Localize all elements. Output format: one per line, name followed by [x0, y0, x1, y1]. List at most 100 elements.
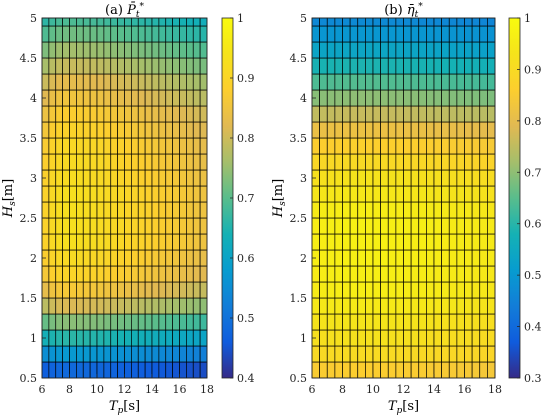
- heatmap-cell: [69, 17, 77, 27]
- heatmap-cell: [441, 281, 450, 299]
- heatmap-cell: [55, 121, 63, 139]
- heatmap-cell: [165, 89, 173, 107]
- heatmap-cell: [365, 169, 374, 187]
- heatmap-cell: [441, 185, 450, 203]
- heatmap-cell: [326, 313, 336, 331]
- heatmap-cell: [96, 153, 105, 171]
- heatmap-cell: [192, 201, 201, 219]
- heatmap-panel-a: 6 8 10 12 14 16 18 0.5 1 1.5 2 2.5 3 3.5 4 4.5 5 (a) P̄t*…: [1, 2, 255, 416]
- heatmap-cell: [334, 361, 343, 379]
- heatmap-cell: [55, 313, 63, 331]
- heatmap-cell: [464, 249, 473, 267]
- heatmap-cell: [103, 217, 112, 235]
- heatmap-cell: [172, 297, 180, 315]
- heatmap-cell: [89, 361, 98, 379]
- heatmap-cell: [387, 169, 397, 187]
- heatmap-cell: [471, 169, 481, 187]
- heatmap-cell: [62, 249, 70, 267]
- heatmap-cell: [192, 313, 201, 331]
- heatmap-cell: [464, 121, 473, 139]
- heatmap-cell: [55, 137, 63, 155]
- heatmap-cell: [448, 233, 458, 251]
- heatmap-cell: [357, 73, 366, 91]
- heatmap-cell: [464, 297, 473, 315]
- heatmap-cell: [117, 137, 125, 155]
- heatmap-cell: [199, 17, 208, 27]
- heatmap-cell: [89, 185, 98, 203]
- heatmap-cell: [131, 121, 139, 139]
- heatmap-cell: [82, 89, 91, 107]
- heatmap-cell: [76, 185, 84, 203]
- heatmap-cell: [76, 153, 84, 171]
- heatmap-cell: [441, 105, 450, 123]
- heatmap-cell: [124, 361, 132, 379]
- heatmap-cell: [69, 153, 77, 171]
- heatmap-cell: [410, 249, 420, 267]
- heatmap-cell: [349, 217, 359, 235]
- heatmap-cell: [464, 41, 473, 59]
- heatmap-cell: [62, 265, 70, 283]
- heatmap-cell: [403, 297, 412, 315]
- heatmap-cell: [433, 265, 442, 283]
- heatmap-cell: [403, 137, 412, 155]
- heatmap-cell: [144, 201, 153, 219]
- heatmap-cell: [403, 313, 412, 331]
- heatmap-cell: [441, 25, 450, 43]
- heatmap-cell: [357, 345, 366, 363]
- heatmap-cell: [395, 89, 404, 107]
- heatmap-cell: [76, 233, 84, 251]
- heatmap-cell: [117, 313, 125, 331]
- heatmap-cell: [334, 297, 343, 315]
- heatmap-cell: [464, 17, 473, 27]
- heatmap-cell: [387, 217, 397, 235]
- heatmap-cell: [334, 25, 343, 43]
- heatmap-cell: [403, 73, 412, 91]
- heatmap-cell: [326, 89, 336, 107]
- heatmap-cell: [131, 233, 139, 251]
- heatmap-cell: [76, 345, 84, 363]
- heatmap-cell: [62, 201, 70, 219]
- heatmap-cell: [69, 281, 77, 299]
- heatmap-cell: [365, 313, 374, 331]
- heatmap-cell: [137, 25, 146, 43]
- heatmap-cell: [137, 233, 146, 251]
- heatmap-cell: [387, 281, 397, 299]
- heatmap-cell: [479, 73, 488, 91]
- heatmap-cell: [82, 105, 91, 123]
- heatmap-cell: [456, 281, 465, 299]
- heatmap-cell: [426, 57, 435, 75]
- heatmap-cell: [319, 25, 328, 43]
- heatmap-cell: [395, 57, 404, 75]
- heatmap-cell: [471, 153, 481, 171]
- heatmap-cell: [103, 329, 112, 347]
- heatmap-cell: [372, 41, 381, 59]
- heatmap-cell: [41, 361, 50, 379]
- heatmap-cell: [69, 73, 77, 91]
- heatmap-cell: [69, 345, 77, 363]
- heatmap-cell: [96, 201, 105, 219]
- heatmap-cell: [76, 201, 84, 219]
- heatmap-cell: [124, 105, 132, 123]
- heatmap-cell: [158, 201, 167, 219]
- heatmap-cell: [103, 153, 112, 171]
- heatmap-cell: [158, 121, 167, 139]
- heatmap-cell: [380, 169, 389, 187]
- heatmap-cell: [456, 313, 465, 331]
- heatmap-cell: [62, 297, 70, 315]
- heatmap-cell: [372, 217, 381, 235]
- heatmap-cell: [456, 153, 465, 171]
- heatmap-cell: [464, 185, 473, 203]
- heatmap-cell: [433, 121, 442, 139]
- heatmap-cell: [342, 57, 351, 75]
- heatmap-cell: [448, 17, 458, 27]
- y-tick-label: 2: [300, 252, 307, 265]
- x-tick-label: 8: [339, 383, 346, 396]
- heatmap-cell: [172, 361, 180, 379]
- heatmap-cell: [342, 233, 351, 251]
- colorbar-tick-label: 0.9: [524, 63, 542, 76]
- heatmap-cell: [199, 185, 208, 203]
- heatmap-cell: [387, 137, 397, 155]
- heatmap-cell: [55, 89, 63, 107]
- heatmap-cell: [326, 249, 336, 267]
- heatmap-cell: [82, 297, 91, 315]
